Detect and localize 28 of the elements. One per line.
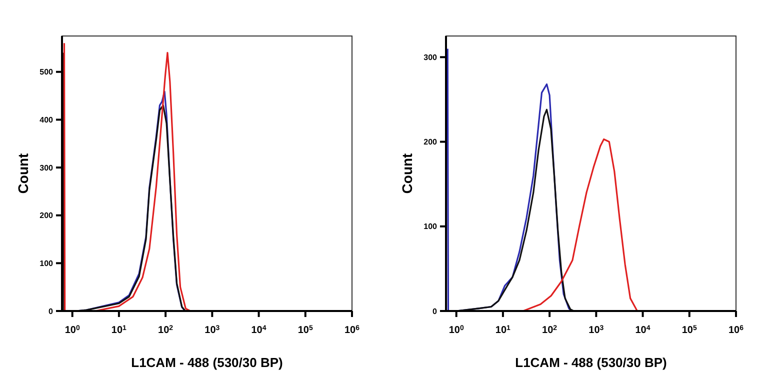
x-tick-label: 10$^{4}$	[251, 324, 266, 336]
y-tick-label: 0	[432, 306, 438, 316]
x-tick-label: 10$^{1}$	[495, 324, 511, 336]
x-tick-label: 10$^{0}$	[64, 324, 80, 336]
x-tick-label: 10$^{4}$	[635, 324, 650, 336]
y-tick-label: 300	[40, 163, 54, 172]
x-tick-label: 10$^{3}$	[204, 324, 220, 336]
x-tick-label: 10$^{2}$	[158, 324, 174, 336]
x-tick-label: 10$^{1}$	[111, 324, 127, 336]
x-tick-label: 10$^{5}$	[298, 324, 313, 336]
x-tick-label: 10$^{2}$	[542, 324, 558, 336]
y-tick-label: 200	[424, 138, 438, 147]
y-tick-label: 100	[424, 222, 438, 232]
y-tick-label: 300	[424, 52, 438, 62]
x-tick-label: 10$^{5}$	[682, 324, 697, 336]
x-tick-label: 10$^{6}$	[344, 324, 360, 336]
x-tick-label: 10$^{3}$	[588, 324, 604, 336]
y-tick-label: 200	[40, 211, 54, 220]
x-axis-title: L1CAM - 488 (530/30 BP)	[131, 355, 283, 370]
y-tick-label: 500	[40, 68, 54, 77]
y-axis-title: Count	[399, 152, 415, 194]
x-axis-title: L1CAM - 488 (530/30 BP)	[515, 355, 667, 370]
y-axis-title: Count	[15, 152, 31, 194]
y-tick-label: 400	[40, 115, 54, 124]
y-tick-label: 0	[48, 306, 54, 316]
y-tick-label: 100	[40, 258, 54, 268]
x-tick-label: 10$^{6}$	[728, 324, 744, 336]
x-tick-label: 10$^{0}$	[448, 324, 464, 336]
